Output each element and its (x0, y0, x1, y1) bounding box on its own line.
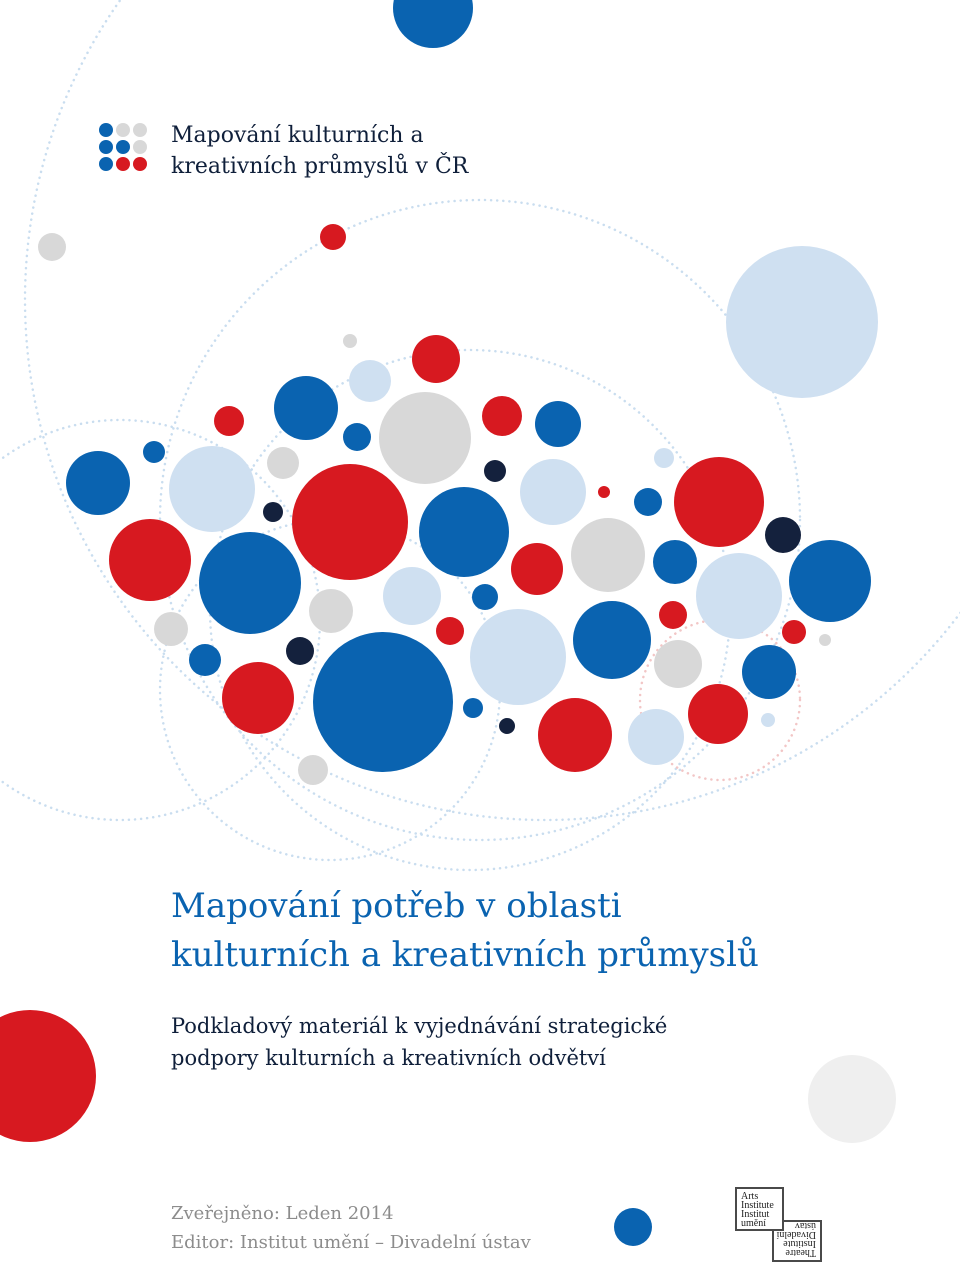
logo-dot (99, 157, 113, 171)
publication-info: Zveřejněno: Leden 2014 Editor: Institut … (171, 1199, 531, 1257)
decorative-circle (511, 543, 563, 595)
decorative-circle (199, 532, 301, 634)
decorative-circle (214, 406, 244, 436)
decorative-circle (349, 360, 391, 402)
logo-dot (116, 123, 130, 137)
decorative-circle (320, 224, 346, 250)
decorative-circle (628, 709, 684, 765)
decorative-circle (274, 376, 338, 440)
logo-line-1: Mapování kulturních a (171, 123, 424, 148)
logo-dot (99, 140, 113, 154)
publisher-logo-line: Institut (741, 1209, 770, 1220)
decorative-circle (189, 644, 221, 676)
decorative-circle (38, 233, 66, 261)
decorative-circle (222, 662, 294, 734)
logo-dot (133, 140, 147, 154)
decorative-circle (66, 451, 130, 515)
decorative-circle (688, 684, 748, 744)
decorative-circle (761, 713, 775, 727)
decorative-circle (412, 335, 460, 383)
published-date: Zveřejněno: Leden 2014 (171, 1203, 394, 1224)
decorative-circle (109, 519, 191, 601)
logo-dot-grid-icon (99, 123, 147, 171)
decorative-circle (393, 0, 473, 48)
decorative-circle (634, 488, 662, 516)
decorative-circle (463, 698, 483, 718)
publisher-logo-line: Theatre (785, 1247, 816, 1258)
decorative-circle (267, 447, 299, 479)
decorative-circle (726, 246, 878, 398)
subtitle: Podkladový materiál k vyjednávání strate… (171, 1010, 667, 1074)
decorative-circle (0, 1010, 96, 1142)
decorative-circle (143, 441, 165, 463)
decorative-circle (573, 601, 651, 679)
decorative-circle (654, 640, 702, 688)
decorative-circle (470, 609, 566, 705)
editor-credit: Editor: Institut umění – Divadelní ústav (171, 1232, 531, 1253)
decorative-circle (383, 567, 441, 625)
decorative-circle (819, 634, 831, 646)
logo-dot (116, 157, 130, 171)
decorative-circle (292, 464, 408, 580)
decorative-circle (653, 540, 697, 584)
decorative-circle (789, 540, 871, 622)
decorative-circle (154, 612, 188, 646)
decorative-circle (535, 401, 581, 447)
publisher-logo-line: umění (741, 1218, 766, 1229)
decorative-circle (379, 392, 471, 484)
decorative-circle (538, 698, 612, 772)
title-line-2: kulturních a kreativních průmyslů (171, 935, 759, 975)
decorative-circle (169, 446, 255, 532)
logo-dot (133, 123, 147, 137)
decorative-circle (808, 1055, 896, 1143)
title-line-1: Mapování potřeb v oblasti (171, 886, 622, 926)
decorative-circle (782, 620, 806, 644)
decorative-circle (436, 617, 464, 645)
decorative-circle (286, 637, 314, 665)
decorative-circle (298, 755, 328, 785)
decorative-circle (614, 1208, 652, 1246)
decorative-circle (482, 396, 522, 436)
decorative-circle (659, 601, 687, 629)
page-title: Mapování potřeb v oblasti kulturních a k… (171, 882, 759, 980)
decorative-circle (674, 457, 764, 547)
decorative-circle (598, 486, 610, 498)
decorative-circle (343, 423, 371, 451)
decorative-circle (484, 460, 506, 482)
header-logo-text: Mapování kulturních a kreativních průmys… (171, 120, 468, 182)
decorative-circle (499, 718, 515, 734)
logo-line-2: kreativních průmyslů v ČR (171, 154, 469, 179)
decorative-circle (313, 632, 453, 772)
publisher-logo-line: Divadelní (776, 1229, 816, 1240)
decorative-circle (263, 502, 283, 522)
publisher-logo-line: Arts (741, 1191, 759, 1202)
arts-institute-logo: Arts Institute Institut umění (735, 1187, 784, 1231)
decorative-circle (571, 518, 645, 592)
publisher-logo-line: Institute (783, 1238, 816, 1249)
decorative-circle (472, 584, 498, 610)
decorative-circle (520, 459, 586, 525)
subtitle-line-2: podpory kulturních a kreativních odvětví (171, 1046, 606, 1070)
decorative-circle (696, 553, 782, 639)
decorative-circle (654, 448, 674, 468)
decorative-circle (343, 334, 357, 348)
publisher-logo-line: Institute (741, 1200, 774, 1211)
logo-dot (99, 123, 113, 137)
decorative-circle (765, 517, 801, 553)
logo-dot (133, 157, 147, 171)
decorative-circle (742, 645, 796, 699)
decorative-circle (309, 589, 353, 633)
decorative-circle (419, 487, 509, 577)
logo-dot (116, 140, 130, 154)
subtitle-line-1: Podkladový materiál k vyjednávání strate… (171, 1014, 668, 1038)
